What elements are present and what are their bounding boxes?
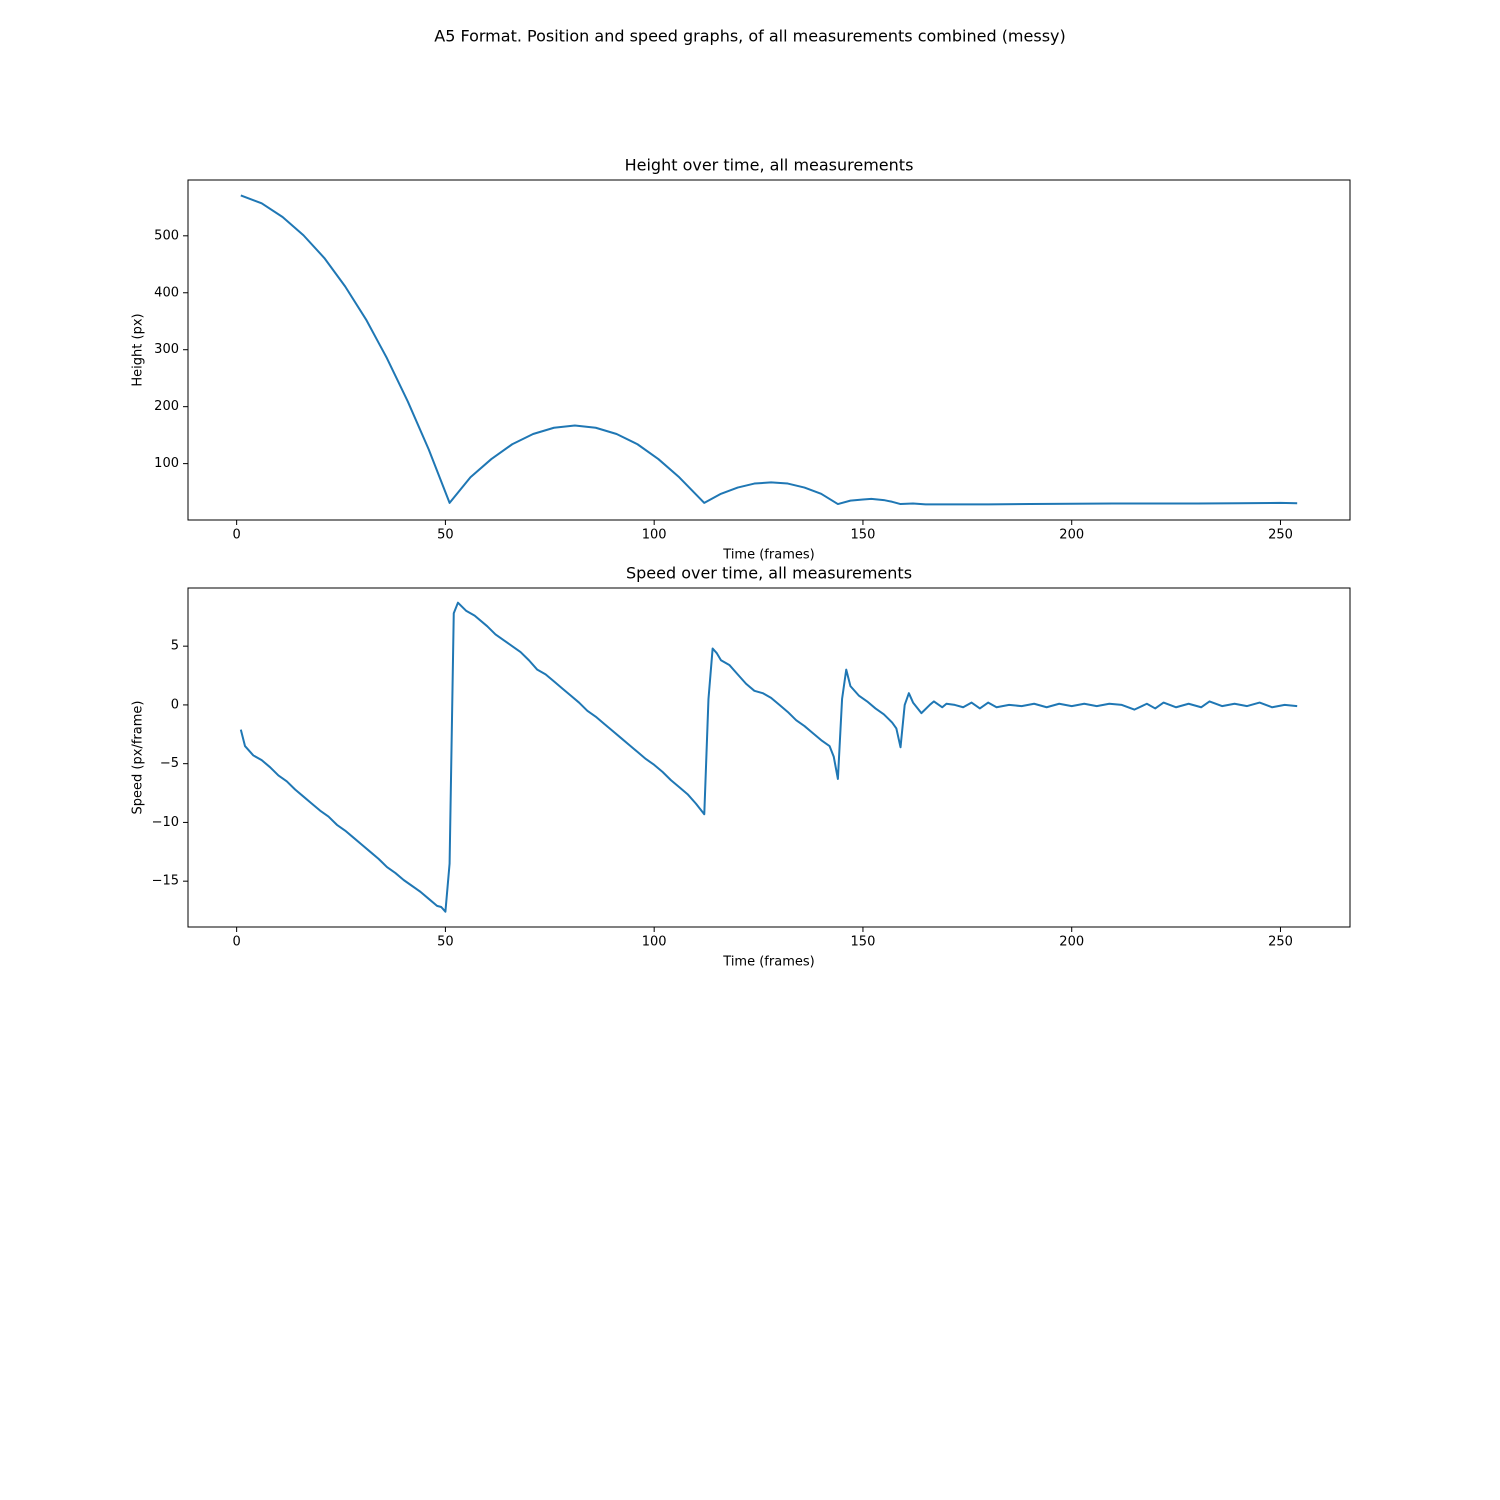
data-line xyxy=(240,194,1298,506)
x-tick-label: 200 xyxy=(1059,528,1084,543)
y-tick-label: −10 xyxy=(152,815,179,830)
x-tick-label: 50 xyxy=(437,935,454,950)
figure-title: A5 Format. Position and speed graphs, of… xyxy=(434,27,1066,46)
data-line xyxy=(239,601,1298,913)
x-tick-label: 0 xyxy=(233,528,241,543)
y-tick-label: 300 xyxy=(154,342,179,357)
y-axis-label: Height (px) xyxy=(131,313,146,386)
y-tick-label: −15 xyxy=(152,874,179,889)
x-axis-label: Time (frames) xyxy=(722,955,814,970)
axes-title: Speed over time, all measurements xyxy=(626,564,912,583)
y-tick-label: 200 xyxy=(154,399,179,414)
x-tick-label: 0 xyxy=(233,935,241,950)
x-axis-label: Time (frames) xyxy=(722,548,814,563)
x-tick-label: 200 xyxy=(1059,935,1084,950)
y-axis-label: Speed (px/frame) xyxy=(131,701,146,815)
x-tick-label: 250 xyxy=(1268,935,1293,950)
y-tick-label: −5 xyxy=(160,756,179,771)
axes-frame xyxy=(187,587,1351,928)
x-tick-label: 150 xyxy=(851,528,876,543)
axes-title: Height over time, all measurements xyxy=(625,156,914,175)
axes-frame xyxy=(187,179,1351,521)
x-tick-label: 100 xyxy=(642,528,667,543)
x-tick-label: 250 xyxy=(1268,528,1293,543)
y-tick-label: 5 xyxy=(171,639,179,654)
y-tick-label: 0 xyxy=(171,697,179,712)
y-tick-label: 400 xyxy=(154,285,179,300)
x-tick-label: 100 xyxy=(642,935,667,950)
y-tick-label: 100 xyxy=(154,456,179,471)
x-tick-label: 50 xyxy=(437,528,454,543)
x-tick-label: 150 xyxy=(851,935,876,950)
y-tick-label: 500 xyxy=(154,228,179,243)
